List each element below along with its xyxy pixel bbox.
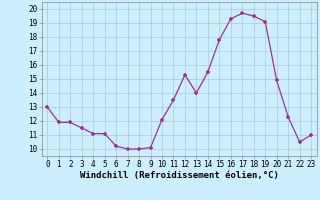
X-axis label: Windchill (Refroidissement éolien,°C): Windchill (Refroidissement éolien,°C) (80, 171, 279, 180)
